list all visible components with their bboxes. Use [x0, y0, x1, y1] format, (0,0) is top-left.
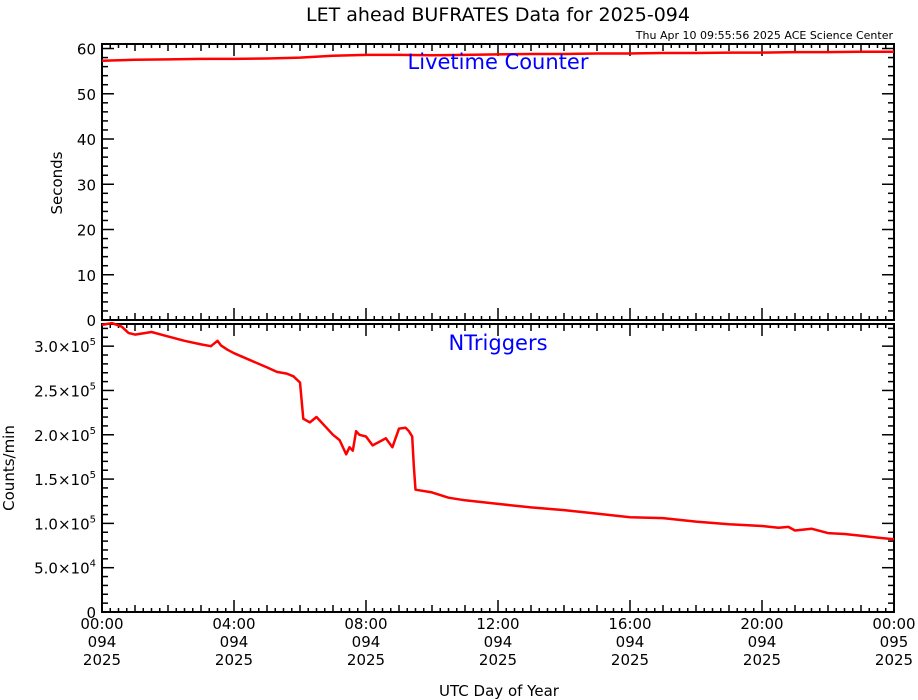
- x-tick-time: 00:00: [80, 615, 123, 633]
- y-axis-label: Seconds: [48, 151, 66, 214]
- x-tick-doy: 094: [220, 633, 249, 651]
- y-tick-label: 3.0×105: [34, 337, 96, 356]
- y-tick-label: 30: [77, 176, 96, 194]
- y-tick-label: 1.5×105: [34, 470, 96, 489]
- x-tick-time: 20:00: [740, 615, 783, 633]
- x-tick-doy: 094: [352, 633, 381, 651]
- panel-label: Livetime Counter: [408, 50, 589, 74]
- y-tick-label: 60: [77, 41, 96, 59]
- x-tick-doy: 094: [88, 633, 117, 651]
- panel-label: NTriggers: [448, 331, 547, 355]
- y-tick-label: 50: [77, 86, 96, 104]
- x-tick-year: 2025: [743, 651, 781, 669]
- x-axis-label: UTC Day of Year: [439, 682, 560, 700]
- x-tick-doy: 094: [616, 633, 645, 651]
- x-tick-year: 2025: [479, 651, 517, 669]
- x-tick-time: 04:00: [212, 615, 255, 633]
- x-tick-doy: 095: [880, 633, 909, 651]
- x-tick-time: 00:00: [872, 615, 915, 633]
- series-line: [101, 321, 895, 541]
- x-tick-time: 12:00: [476, 615, 519, 633]
- x-tick-year: 2025: [83, 651, 121, 669]
- y-axis-label: Counts/min: [0, 425, 18, 511]
- timestamp-label: Thu Apr 10 09:55:56 2025 ACE Science Cen…: [635, 29, 894, 42]
- y-tick-label: 1.0×105: [34, 514, 96, 533]
- x-tick-doy: 094: [748, 633, 777, 651]
- y-tick-label: 2.5×105: [34, 381, 96, 400]
- x-tick-year: 2025: [215, 651, 253, 669]
- chart-title: LET ahead BUFRATES Data for 2025-094: [306, 4, 690, 26]
- y-tick-label: 5.0×104: [34, 559, 96, 578]
- y-tick-label: 10: [77, 267, 96, 285]
- y-tick-label: 40: [77, 131, 96, 149]
- x-tick-year: 2025: [611, 651, 649, 669]
- x-tick-time: 08:00: [344, 615, 387, 633]
- plot-frame: [101, 43, 895, 321]
- panel-ntriggers: 0 5.0×104 1.0×105 1.5×105 2.0×105 2.5×105 3.0×…: [0, 321, 895, 622]
- x-tick-doy: 094: [484, 633, 513, 651]
- x-tick-time: 16:00: [608, 615, 651, 633]
- x-tick-year: 2025: [875, 651, 913, 669]
- y-tick-label: 0: [86, 312, 96, 330]
- y-tick-label: 2.0×105: [34, 426, 96, 445]
- x-tick-year: 2025: [347, 651, 385, 669]
- panel-livetime: 0 10 20 30 40 50 60 Seconds Livetime Counter: [48, 41, 895, 330]
- y-tick-label: 20: [77, 222, 96, 240]
- series-line: [101, 50, 894, 62]
- y-tick-label: 0: [86, 604, 96, 622]
- plot-frame: [101, 323, 895, 613]
